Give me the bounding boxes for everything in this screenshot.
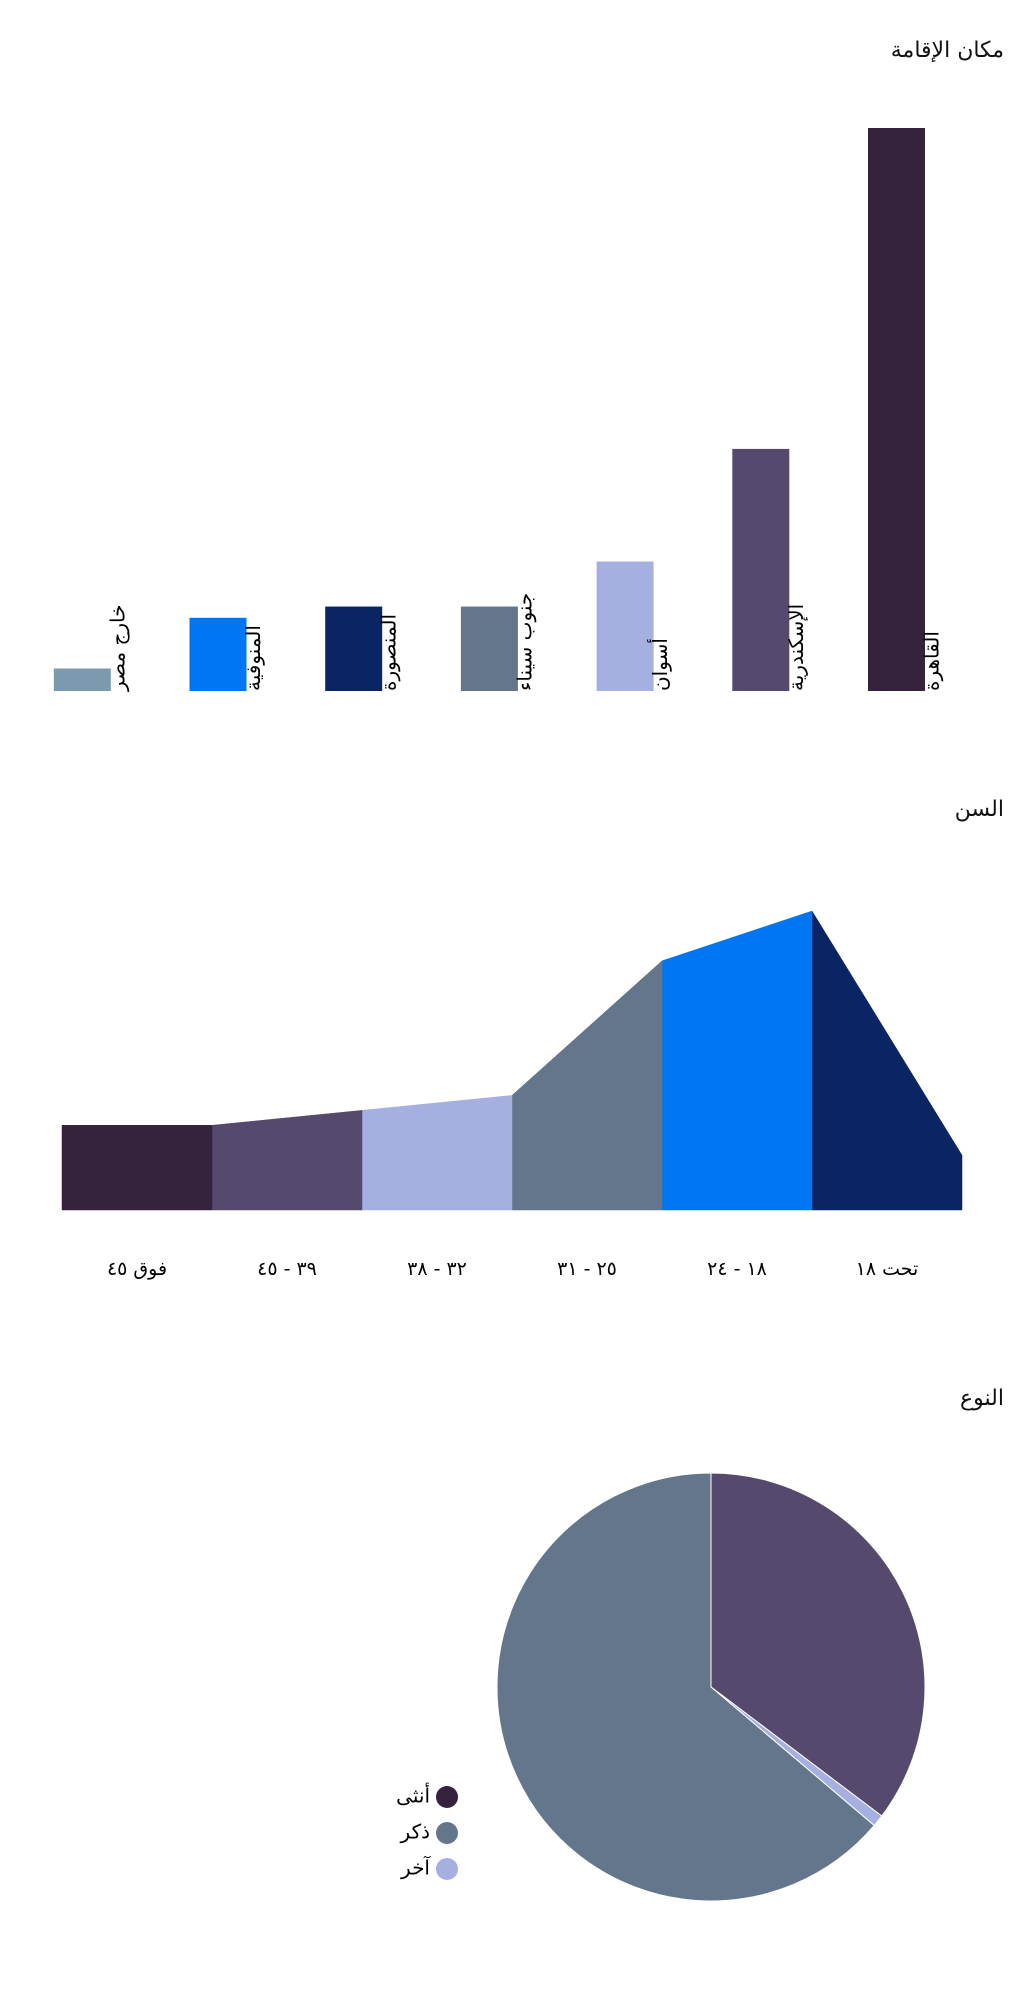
age-category-label: ١٨ - ٢٤ <box>707 1258 767 1280</box>
gender-pie-slice <box>710 1472 926 1817</box>
residence-bar <box>53 668 111 691</box>
legend-swatch <box>436 1858 458 1880</box>
age-area-segment <box>61 1125 213 1211</box>
gender-pie-slice <box>496 1472 875 1902</box>
residence-category-label: الإسكندرية <box>784 604 808 691</box>
residence-bar <box>868 128 925 691</box>
age-category-label: فوق ٤٥ <box>107 1258 167 1280</box>
legend-label: آخر <box>400 1855 431 1880</box>
age-chart-title: السن <box>954 797 1004 822</box>
residence-category-label: خارج مصر <box>105 605 129 692</box>
residence-category-label: المنوفية <box>241 625 265 691</box>
legend-label: أنثى <box>396 1783 430 1808</box>
residence-bar <box>596 561 654 691</box>
legend-label: ذكر <box>400 1820 430 1844</box>
residence-chart-title: مكان الإقامة <box>890 38 1004 63</box>
residence-bar-chart: القاهرة الإسكندرية أسوان جنوب سيناء المنصورة… <box>53 128 944 692</box>
residence-bar <box>325 606 383 691</box>
legend-swatch <box>436 1786 458 1808</box>
residence-bar <box>460 606 518 691</box>
residence-category-label: القاهرة <box>920 631 944 691</box>
residence-category-label: أسوان <box>647 638 672 691</box>
residence-bar <box>189 617 247 691</box>
age-category-label: تحت ١٨ <box>856 1258 919 1280</box>
legend-swatch <box>436 1822 458 1844</box>
age-category-label: ٢٥ - ٣١ <box>557 1258 617 1280</box>
residence-category-label: المنصورة <box>377 614 401 691</box>
residence-bar <box>732 448 790 691</box>
age-area-chart: تحت ١٨ ١٨ - ٢٤ ٢٥ - ٣١ ٣٢ - ٣٨ ٣٩ - ٤٥ فوق ٤٥ <box>61 910 963 1280</box>
age-category-label: ٣٩ - ٤٥ <box>257 1258 317 1280</box>
age-category-label: ٣٢ - ٣٨ <box>407 1258 467 1280</box>
residence-category-label: جنوب سيناء <box>512 593 536 691</box>
gender-chart-title: النوع <box>960 1386 1004 1411</box>
